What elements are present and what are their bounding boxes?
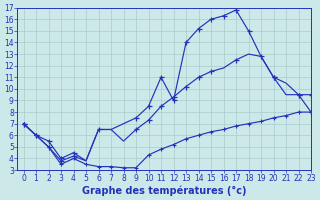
X-axis label: Graphe des températures (°c): Graphe des températures (°c) (82, 185, 246, 196)
